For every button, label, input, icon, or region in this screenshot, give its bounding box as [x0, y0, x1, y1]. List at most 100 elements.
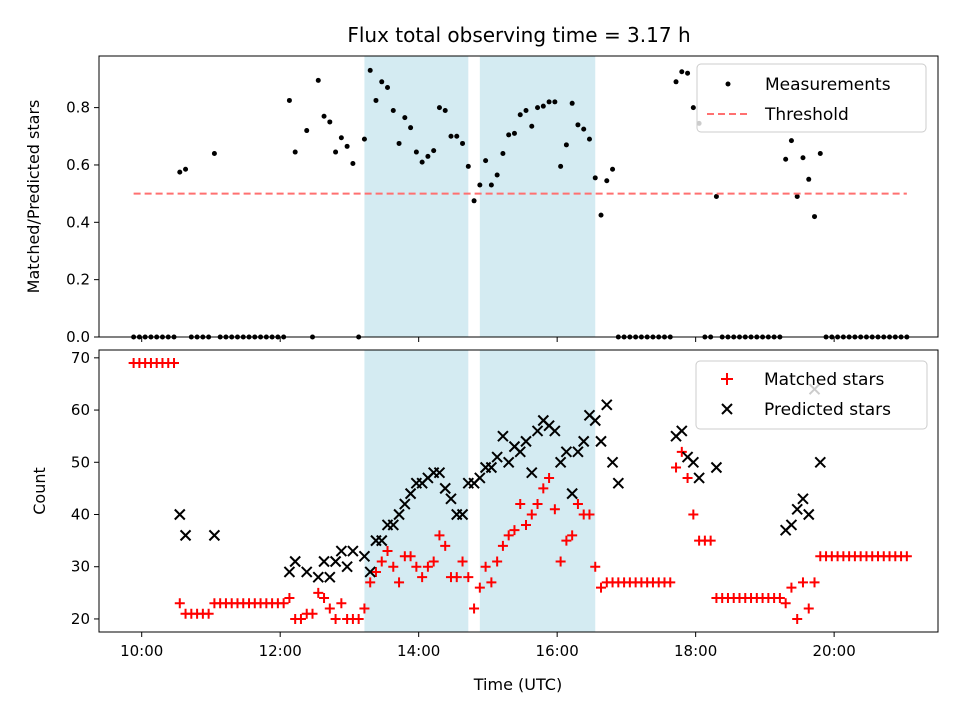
matched-star-point	[307, 608, 318, 619]
measurement-point	[817, 150, 823, 156]
matched-star-point	[497, 540, 508, 551]
measurement-point	[396, 140, 402, 146]
measurement-point	[540, 103, 546, 109]
matched-star-point	[474, 582, 485, 593]
measurement-point	[327, 119, 333, 125]
matched-star-point	[803, 603, 814, 614]
predicted-star-point	[347, 545, 359, 557]
matched-star-point	[572, 499, 583, 510]
x-axis-label: Time (UTC)	[473, 675, 562, 694]
legend-matched-marker	[721, 373, 733, 385]
matched-star-point	[469, 603, 480, 614]
measurement-point	[477, 182, 483, 188]
matched-star-point	[169, 358, 180, 369]
predicted-star-point	[612, 477, 625, 489]
measurement-point	[211, 150, 217, 156]
measurement-point	[385, 85, 391, 91]
predicted-star-point	[174, 508, 186, 521]
predicted-star-point	[312, 571, 324, 583]
measurement-point	[183, 166, 189, 172]
measurement-point	[517, 112, 523, 118]
measurement-point	[338, 135, 344, 141]
y-tick-label: 0.8	[66, 99, 90, 117]
measurement-point	[586, 136, 592, 142]
x-tick-label: 12:00	[259, 642, 302, 660]
predicted-star-point	[577, 435, 590, 448]
shaded-intervals-top	[364, 56, 596, 337]
matched-star-point	[676, 446, 687, 457]
predicted-star-point	[693, 472, 705, 484]
matched-star-point	[792, 613, 803, 624]
measurement-point	[442, 107, 448, 113]
predicted-star-point	[514, 446, 526, 458]
measurement-point	[610, 166, 616, 172]
matched-star-point	[480, 561, 491, 572]
measurement-point	[361, 136, 367, 142]
measurement-point	[333, 149, 339, 155]
y-tick-label: 40	[71, 506, 90, 524]
measurement-point	[552, 99, 558, 105]
measurement-point	[321, 113, 327, 119]
measurement-point	[436, 105, 442, 111]
matched-star-point	[336, 598, 347, 609]
predicted-star-point	[554, 456, 567, 468]
matched-star-point	[313, 587, 324, 598]
matched-star-point	[434, 530, 445, 541]
measurement-point	[563, 142, 569, 148]
measurement-point	[806, 176, 812, 182]
predicted-star-point	[814, 456, 826, 468]
matched-star-point	[526, 509, 537, 520]
matched-star-point	[319, 593, 330, 604]
predicted-star-point	[445, 493, 457, 505]
measurement-point	[315, 77, 321, 83]
measurement-point	[292, 149, 298, 155]
bottom-panel-marks	[128, 358, 912, 624]
predicted-star-point	[404, 487, 417, 500]
predicted-star-point	[520, 435, 532, 448]
measurement-point	[460, 140, 466, 146]
matched-star-point	[394, 577, 405, 588]
predicted-star-point	[572, 446, 584, 458]
legend-measurements-marker	[725, 81, 731, 87]
measurement-point	[535, 105, 541, 111]
measurement-point	[783, 156, 789, 162]
matched-star-point	[405, 551, 416, 562]
measurement-point	[500, 150, 506, 156]
matched-star-point	[532, 499, 543, 510]
matched-star-point	[353, 613, 364, 624]
predicted-star-point	[531, 425, 544, 437]
measurement-point	[546, 99, 552, 105]
matched-star-point	[492, 556, 503, 567]
matched-star-point	[457, 556, 468, 567]
x-tick-label: 18:00	[674, 642, 717, 660]
shaded-interval-2	[479, 56, 596, 337]
measurement-point	[419, 159, 425, 165]
y-tick-label: 50	[71, 453, 90, 471]
y-tick-label: 0.6	[66, 156, 90, 174]
y-tick-label: 70	[71, 349, 90, 367]
measurement-point	[379, 79, 385, 85]
predicted-star-point	[797, 493, 809, 505]
matched-star-point	[561, 535, 572, 546]
measurement-point	[598, 212, 604, 218]
y-tick-label: 60	[71, 401, 90, 419]
bottom-panel-ticks: 10:00 12:00 14:00 16:00 18:00 20:00 20 30 40 50 60…	[71, 349, 856, 660]
predicted-star-point	[710, 461, 723, 474]
matched-star-point	[786, 582, 797, 593]
matched-star-point	[451, 572, 462, 583]
matched-star-point	[688, 509, 699, 520]
matched-star-point	[330, 613, 341, 624]
measurement-point	[431, 148, 437, 154]
measurement-point	[558, 163, 564, 169]
matched-star-point	[278, 598, 289, 609]
measurement-point	[685, 70, 691, 76]
measurement-point	[304, 128, 310, 134]
measurement-point	[494, 172, 500, 178]
predicted-star-point	[803, 508, 815, 521]
measurement-point	[408, 125, 414, 131]
measurement-point	[367, 67, 373, 73]
matched-star-point	[428, 556, 439, 567]
matched-star-point	[515, 499, 526, 510]
matched-star-point	[388, 561, 399, 572]
